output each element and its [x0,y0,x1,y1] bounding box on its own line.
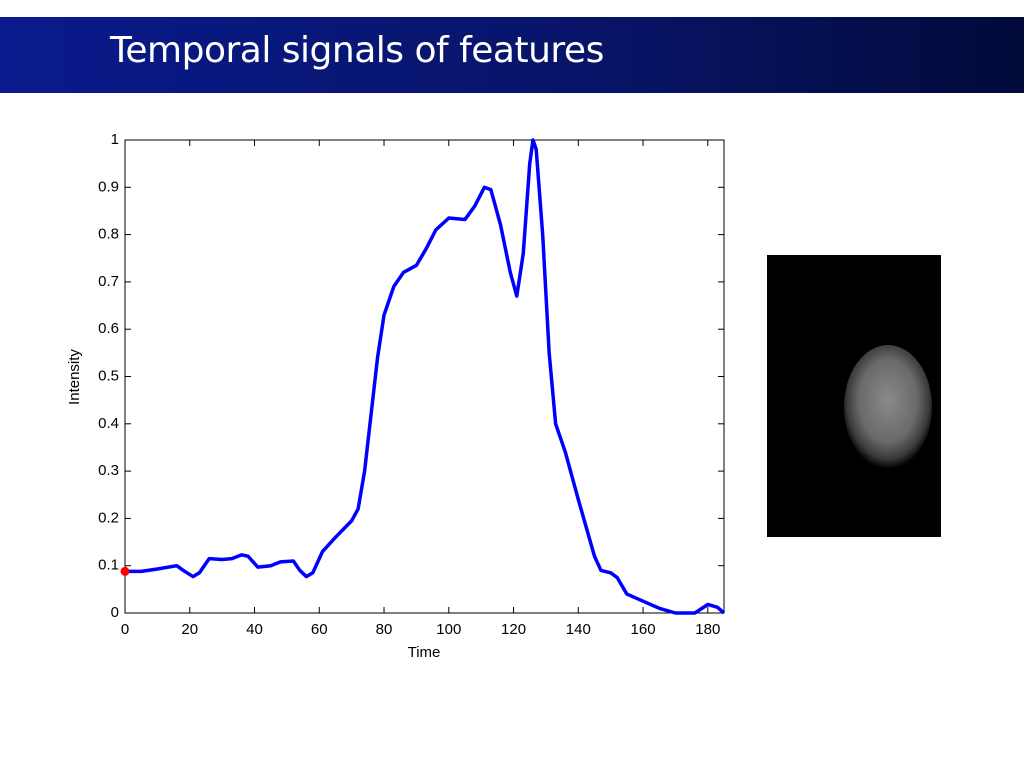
x-tick-label: 40 [246,621,263,638]
y-axis-label: Intensity [66,349,83,405]
y-tick-label: 0.2 [98,509,119,526]
y-tick-label: 0.9 [98,178,119,195]
cell [844,345,932,469]
y-tick-label: 0.1 [98,557,119,574]
y-tick-label: 0.5 [98,367,119,384]
x-tick-label: 120 [501,621,526,638]
y-tick-label: 0.4 [98,415,119,432]
y-tick-label: 0.3 [98,462,119,479]
signal-line [125,138,726,615]
y-tick-label: 0.6 [98,320,119,337]
y-tick-label: 0.8 [98,226,119,243]
x-tick-label: 80 [376,621,393,638]
y-tick-label: 1 [111,131,119,148]
x-tick-label: 0 [121,621,129,638]
x-tick-label: 180 [695,621,720,638]
x-tick-label: 20 [181,621,198,638]
x-tick-label: 100 [436,621,461,638]
header-bar: Temporal signals of features [0,17,1024,93]
x-tick-label: 60 [311,621,328,638]
y-tick-label: 0.7 [98,273,119,290]
x-tick-label: 160 [631,621,656,638]
x-tick-label: 140 [566,621,591,638]
slide-title: Temporal signals of features [110,30,604,71]
y-tick-label: 0 [111,604,119,621]
plot-frame [124,139,725,614]
highlight-point [120,566,130,576]
x-axis-label: Time [408,644,441,661]
